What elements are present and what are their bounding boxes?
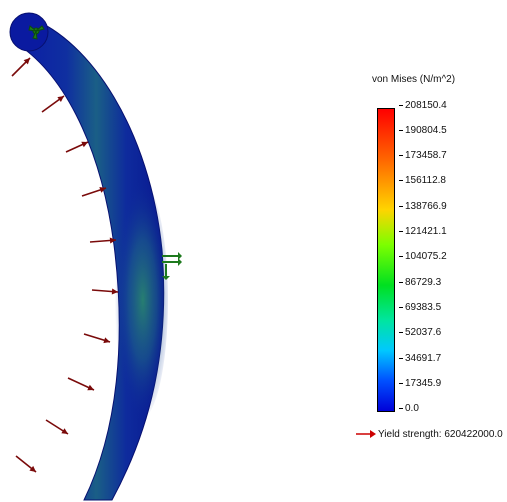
legend-tick: 104075.2 (399, 250, 447, 264)
top-pin-fixture-icon[interactable] (28, 25, 45, 40)
legend-tick: 86729.3 (399, 275, 441, 289)
load-arrow (65, 141, 89, 153)
load-arrows (11, 57, 119, 473)
load-arrow (81, 187, 107, 197)
beam-part[interactable] (9, 12, 168, 501)
mid-fixture-icon[interactable] (162, 252, 182, 280)
load-arrow (83, 333, 111, 344)
legend-tick: 17345.9 (399, 376, 441, 390)
legend-tick: 208150.4 (399, 98, 447, 112)
yield-strength-label: Yield strength: 620422000.0 (378, 428, 503, 440)
legend-tick: 190804.5 (399, 123, 447, 137)
legend-tick: 121421.1 (399, 225, 447, 239)
yield-strength-indicator: Yield strength: 620422000.0 (356, 427, 503, 441)
legend-color-bar (377, 108, 395, 412)
load-arrow (41, 95, 65, 113)
legend-tick: 69383.5 (399, 300, 441, 314)
legend-labels: 208150.4 190804.5 173458.7 156112.8 1387… (399, 98, 479, 418)
legend-tick: 173458.7 (399, 149, 447, 163)
legend-tick: 156112.8 (399, 174, 446, 188)
yield-arrow-icon (356, 430, 376, 438)
stress-concentration-zone (112, 180, 168, 420)
load-arrow (45, 419, 69, 435)
load-arrow (89, 237, 117, 244)
load-arrow (15, 455, 37, 473)
legend-tick: 138766.9 (399, 199, 447, 213)
load-arrow (67, 377, 95, 391)
beam-rounded-end (9, 12, 49, 52)
legend-tick: 0.0 (399, 402, 419, 416)
load-arrow (11, 57, 31, 77)
legend-tick: 52037.6 (399, 326, 441, 340)
load-arrow (91, 288, 119, 295)
legend-title: von Mises (N/m^2) (372, 74, 456, 85)
legend-tick: 34691.7 (399, 351, 441, 365)
